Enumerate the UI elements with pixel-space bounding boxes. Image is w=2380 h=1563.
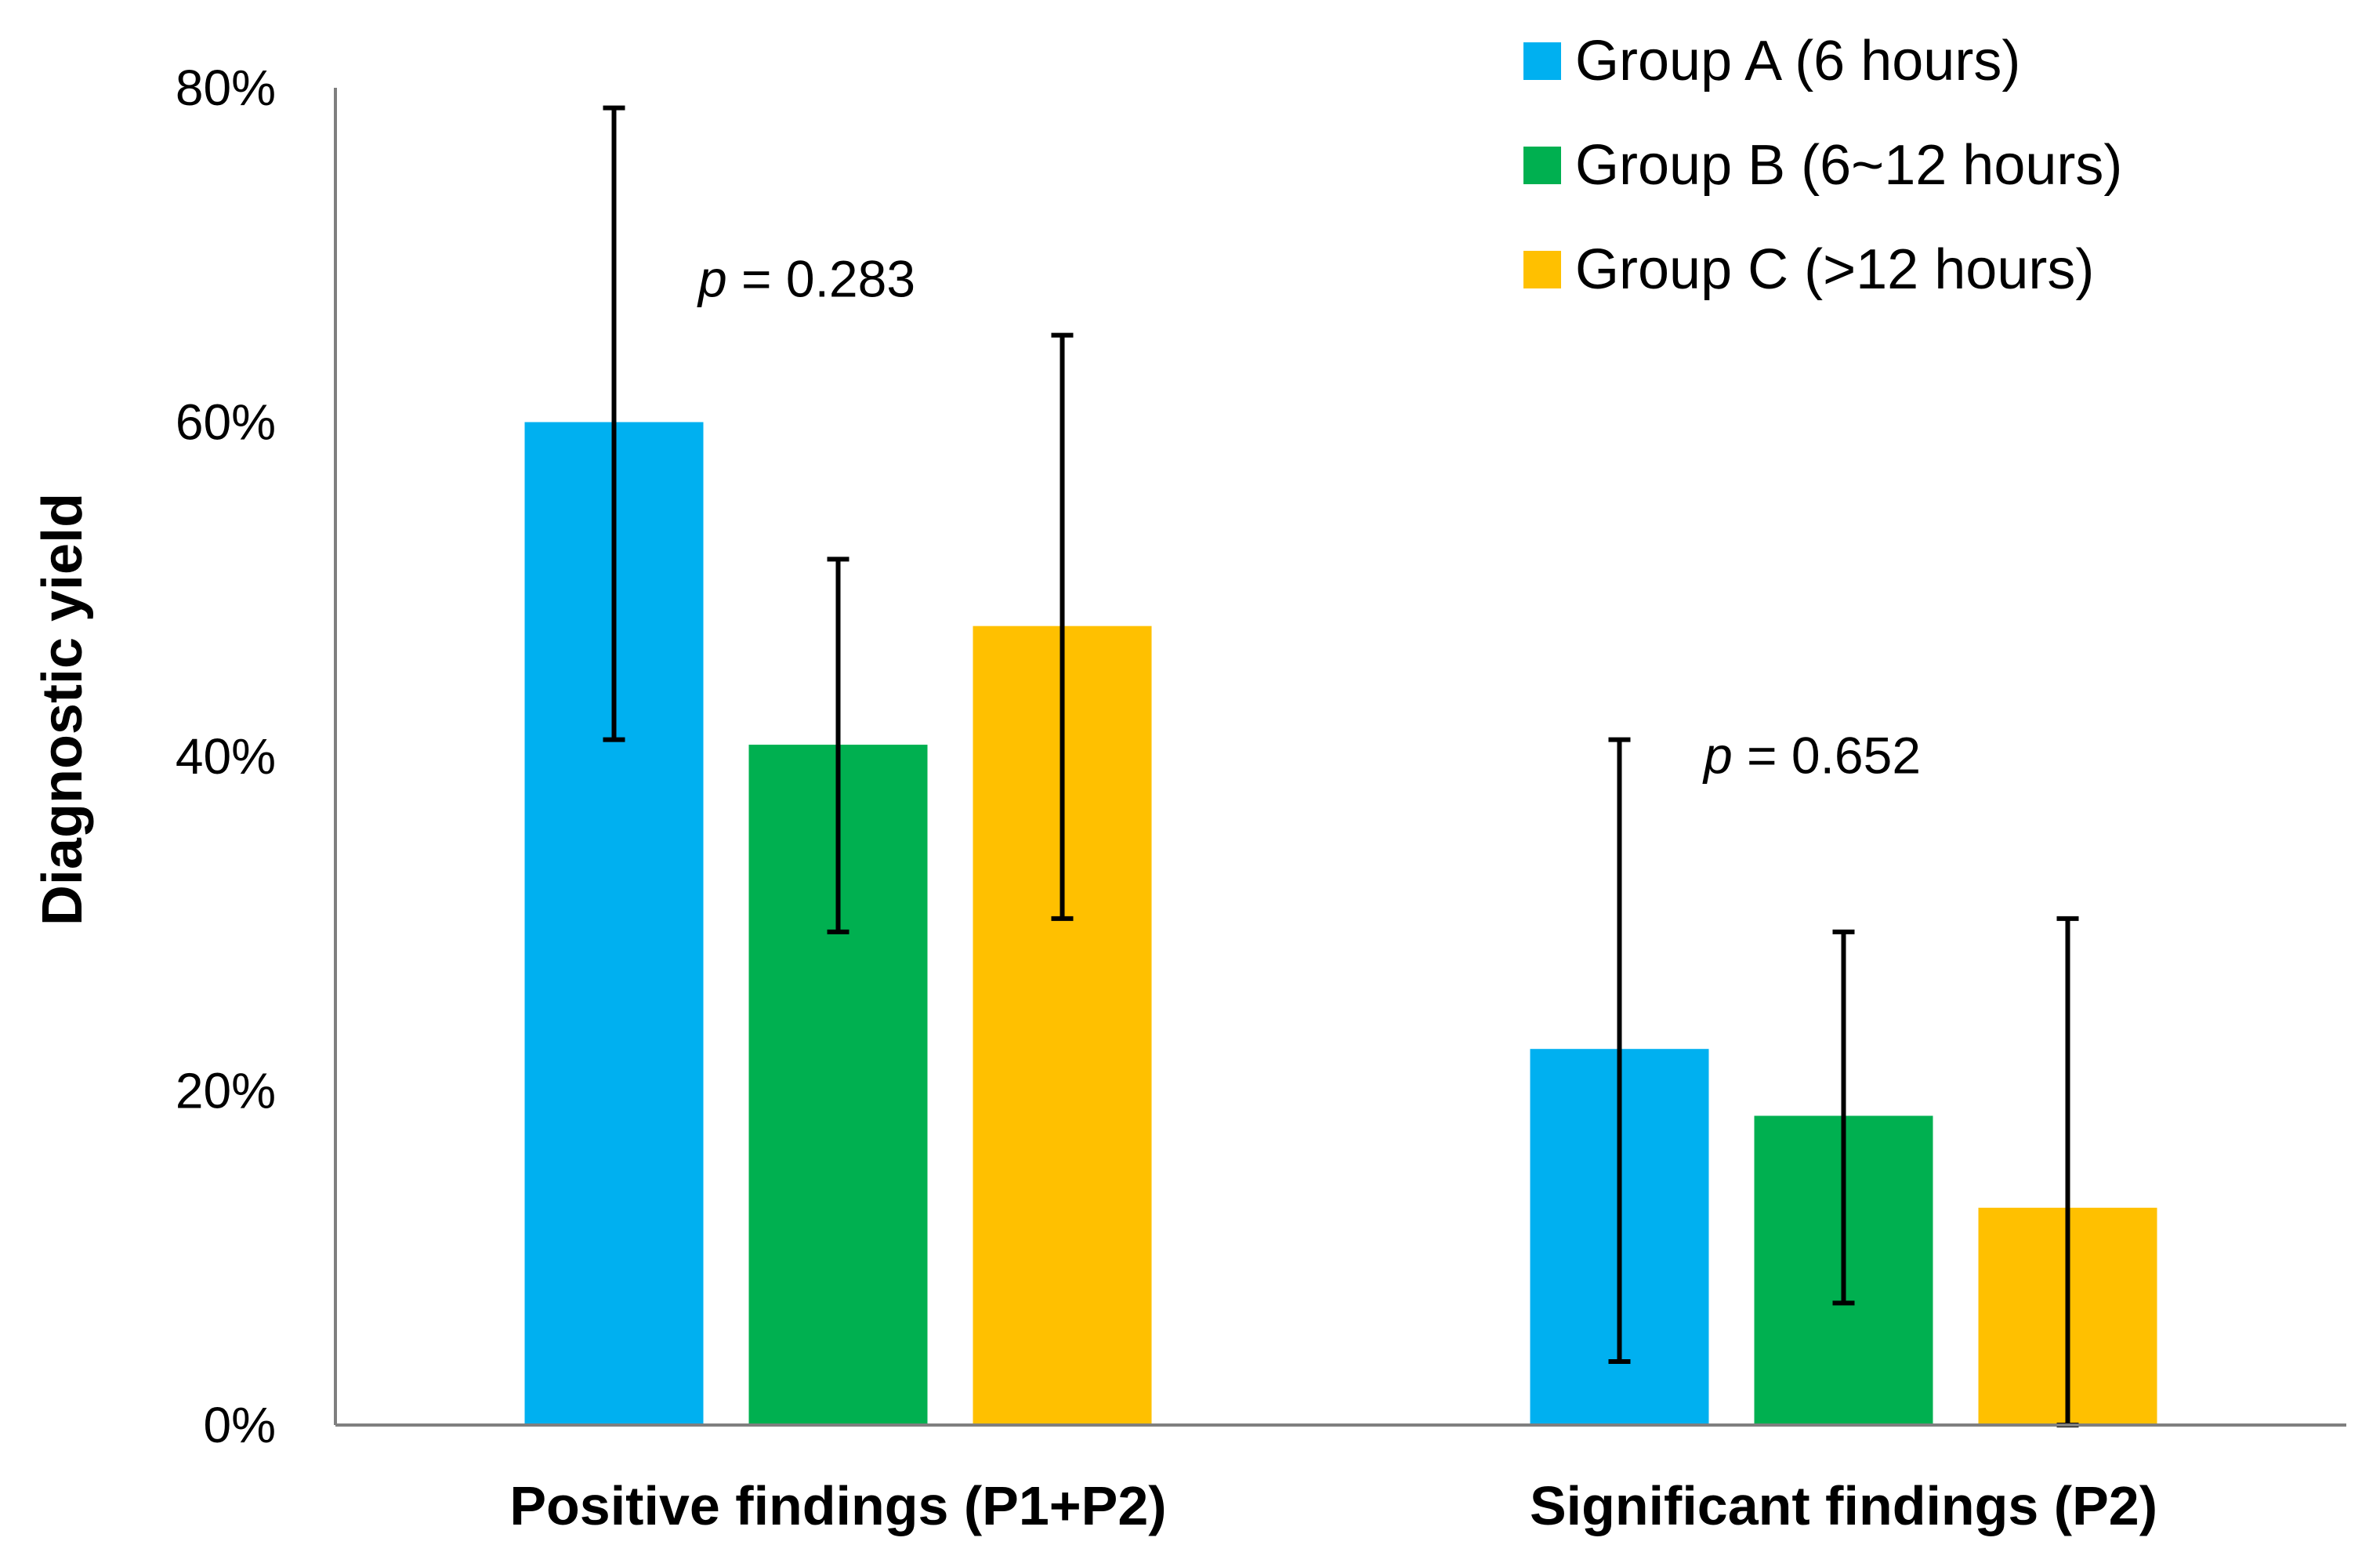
category-label: Positive findings (P1+P2) xyxy=(509,1475,1166,1536)
category-labels: Positive findings (P1+P2) Significant fin… xyxy=(509,1475,2157,1536)
legend-swatch xyxy=(1523,147,1561,184)
y-tick-label: 80% xyxy=(176,60,276,116)
legend-label: Group A (6 hours) xyxy=(1575,30,2020,92)
p-value-annotations: p = 0.283 p = 0.652 xyxy=(697,250,1921,785)
y-tick-label: 60% xyxy=(176,394,276,451)
error-bars-layer xyxy=(603,105,2079,1427)
y-tick-labels: 0% 20% 40% 60% 80% xyxy=(176,60,276,1453)
p-value-label: p = 0.283 xyxy=(697,250,915,308)
legend-label: Group C (>12 hours) xyxy=(1575,238,2094,301)
legend-swatch xyxy=(1523,42,1561,80)
legend: Group A (6 hours) Group B (6~12 hours) Gro… xyxy=(1523,30,2122,301)
p-value-label: p = 0.652 xyxy=(1702,726,1921,784)
y-tick-label: 0% xyxy=(204,1397,277,1453)
y-axis-title: Diagnostic yield xyxy=(31,493,94,926)
category-label: Significant findings (P2) xyxy=(1530,1475,2157,1536)
legend-label: Group B (6~12 hours) xyxy=(1575,134,2122,197)
bars-layer xyxy=(524,422,2157,1425)
y-tick-label: 40% xyxy=(176,728,276,785)
legend-swatch xyxy=(1523,251,1561,288)
y-tick-label: 20% xyxy=(176,1063,276,1119)
